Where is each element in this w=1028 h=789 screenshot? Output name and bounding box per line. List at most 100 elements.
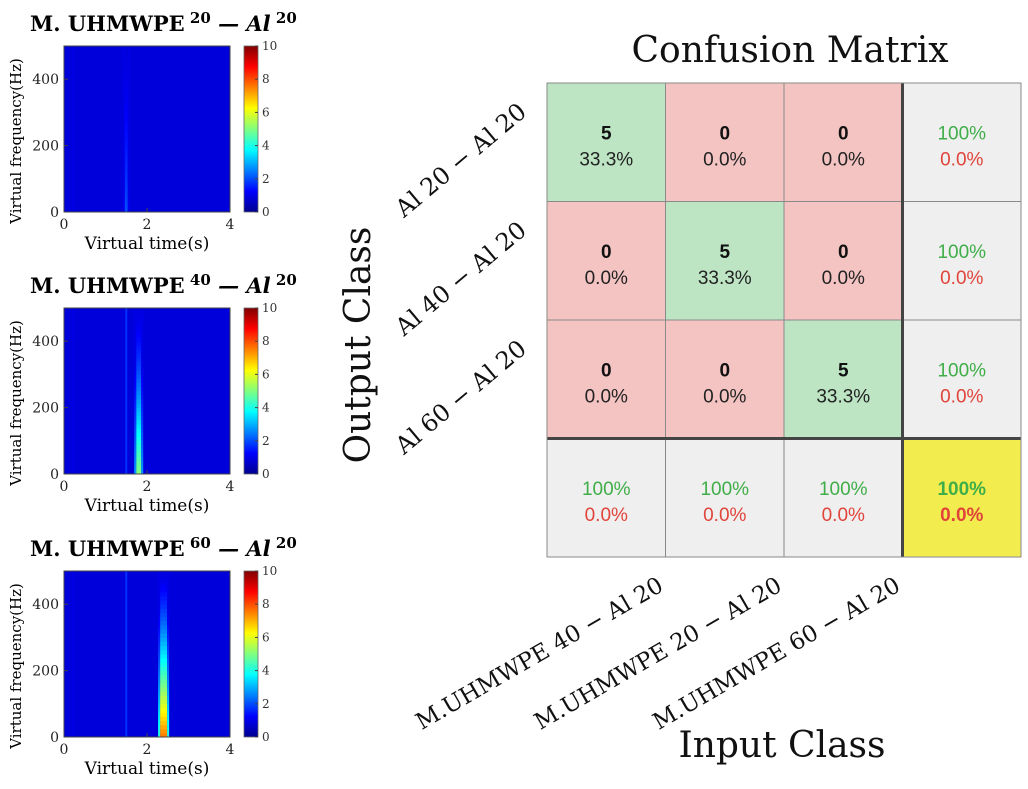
spectrogram-peak-edge — [122, 79, 125, 84]
spectrogram-peak-edge — [141, 420, 144, 425]
spectrogram-peak-edge — [127, 153, 130, 159]
spectrogram-peak-cell — [136, 366, 142, 371]
spectrogram-peak-cell — [160, 703, 168, 709]
spectrogram-peak-edge — [167, 604, 170, 609]
panel-title-prefix: M. UHMWPE — [30, 536, 185, 561]
spectrogram-peak-edge — [122, 195, 125, 201]
spectrogram-peak-edge — [167, 591, 170, 597]
matrix-cell-bottom: 0.0% — [585, 268, 628, 289]
column-summary-cell-bottom: 0.0% — [585, 505, 628, 526]
spectrogram-peak-cell — [136, 349, 142, 355]
spectrogram-peak-cell — [136, 465, 142, 471]
spectrogram-peak-edge — [134, 353, 137, 359]
y-axis-label: Virtual frequency(Hz) — [7, 583, 25, 750]
colorbar-tick-label: 8 — [262, 72, 270, 86]
spectrogram-peak-cell — [124, 66, 128, 72]
spectrogram-peak-edge — [122, 116, 125, 122]
spectrogram-peak-edge — [158, 691, 161, 696]
spectrogram-peak-edge — [127, 104, 130, 109]
spectrogram-peak-edge — [127, 79, 130, 84]
spectrogram-peak-edge — [122, 178, 125, 184]
spectrogram-peak-edge — [158, 687, 161, 692]
spectrogram-peak-cell — [136, 424, 142, 429]
spectrogram-peak-edge — [141, 382, 144, 388]
spectrogram-peak-cell — [124, 58, 128, 64]
spectrogram-peak-edge — [127, 116, 130, 122]
spectrogram-peak-edge — [122, 50, 125, 55]
spectrogram-peak-cell — [136, 420, 142, 425]
spectrogram-peak-edge — [167, 608, 170, 613]
spectrogram-peak-edge — [127, 178, 130, 184]
spectrogram-peak-cell — [136, 320, 142, 326]
spectrogram-peak-edge — [127, 87, 130, 93]
spectrogram-peak-cell — [136, 415, 142, 421]
matrix-cell-top: 5 — [719, 242, 730, 263]
spectrogram-peak-cell — [160, 604, 168, 609]
matrix-cell — [665, 82, 785, 202]
spectrogram-peak-edge — [127, 50, 130, 55]
spectrogram-peak-edge — [122, 129, 125, 134]
spectrogram-peak-edge — [158, 645, 161, 651]
spectrogram-peak-edge — [127, 95, 130, 101]
spectrogram-peak-edge — [122, 95, 125, 101]
colorbar-frame — [243, 570, 259, 738]
spectrogram-peak-edge — [127, 129, 130, 134]
spectrogram-peak-edge — [141, 415, 144, 421]
spectrogram-peak-edge — [127, 162, 130, 167]
spectrogram-peak-edge — [127, 120, 130, 126]
spectrogram-peak-edge — [167, 732, 170, 738]
panel-title: M. UHMWPE 60 — Al 20 — [30, 534, 297, 561]
spectrogram-peak-cell — [124, 129, 128, 134]
spectrogram-peak-edge — [167, 616, 170, 622]
spectrogram-peak-edge — [122, 207, 125, 213]
colorbar-tick-label: 8 — [262, 597, 270, 611]
spectrogram-peak-edge — [158, 678, 161, 684]
panel-title-sup-right: 20 — [271, 9, 297, 27]
y-tick-label: 400 — [32, 334, 59, 350]
spectrogram-peak-edge — [167, 699, 170, 705]
spectrogram-peak-edge — [141, 374, 144, 380]
column-summary-cell — [665, 438, 785, 558]
spectrogram-peak-edge — [122, 170, 125, 176]
matrix-cell-bottom: 33.3% — [816, 386, 870, 407]
spectrogram-peak-edge — [167, 641, 170, 647]
panel-title-mid: — Al — [211, 536, 271, 561]
spectrogram-peak-cell — [136, 403, 142, 409]
spectrogram-peak-edge — [122, 199, 125, 205]
spectrogram-peak-cell — [124, 166, 128, 171]
spectrogram-peak-cell — [124, 54, 128, 59]
spectrogram-peak-edge — [141, 361, 144, 367]
spectrogram-peak-cell — [160, 587, 168, 593]
spectrogram-peak-edge — [127, 91, 130, 97]
spectrogram-peak-edge — [127, 62, 130, 68]
spectrogram-peak-edge — [167, 678, 170, 684]
spectrogram-peak-edge — [158, 649, 161, 655]
spectrogram-peak-edge — [141, 324, 144, 330]
spectrogram-peak-edge — [167, 571, 170, 576]
spectrogram-background — [64, 46, 230, 212]
x-tick-label: 4 — [226, 479, 235, 495]
row-summary-cell-top: 100% — [937, 242, 986, 263]
spectrogram-peak-edge — [134, 428, 137, 433]
spectrogram-peak-edge — [141, 316, 144, 321]
colorbar-tick-label: 10 — [262, 301, 277, 315]
colorbar-frame — [243, 45, 259, 213]
input-class-label: Input Class — [678, 725, 885, 766]
spectrogram-peak-edge — [127, 149, 130, 155]
matrix-frame — [546, 82, 1022, 558]
spectrogram-peak-edge — [167, 720, 170, 726]
spectrogram-peak-cell — [160, 616, 168, 622]
spectrogram-peak-edge — [167, 587, 170, 593]
spectrogram-peak-cell — [160, 662, 168, 667]
spectrogram-peak-edge — [141, 407, 144, 413]
spectrogram-peak-edge — [158, 720, 161, 726]
spectrogram-peak-cell — [160, 637, 168, 643]
row-label: Al 20 − Al 20 — [389, 97, 532, 223]
spectrogram-peak-cell — [136, 461, 142, 467]
spectrogram-peak-cell — [124, 158, 128, 163]
spectrogram-peak-cell — [124, 170, 128, 176]
colorbar-tick-label: 6 — [262, 105, 270, 119]
spectrogram-peak-edge — [127, 108, 130, 113]
spectrogram-peak-cell — [136, 308, 142, 313]
y-tick-label: 400 — [32, 597, 59, 613]
